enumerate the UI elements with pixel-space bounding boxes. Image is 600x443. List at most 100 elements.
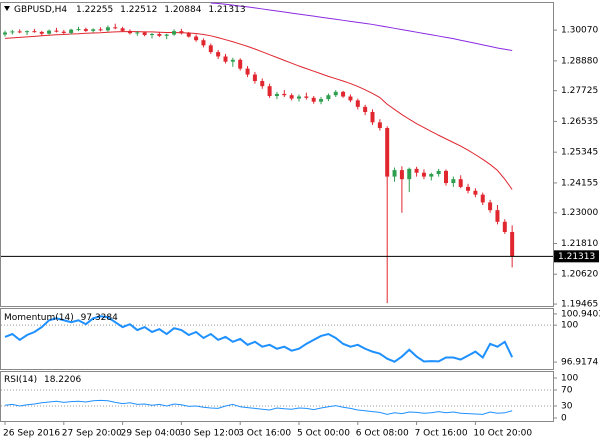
candle-body bbox=[451, 179, 456, 184]
candle-body bbox=[245, 68, 250, 75]
indicator-line bbox=[4, 315, 514, 363]
candle-body bbox=[510, 231, 515, 257]
candle-body bbox=[47, 30, 52, 34]
y-tick-label: 1.23000 bbox=[561, 208, 598, 218]
y-tick-label: 1.28880 bbox=[561, 56, 598, 66]
candle-body bbox=[17, 31, 22, 33]
candle-body bbox=[61, 31, 66, 33]
indicator-value: 97.3284 bbox=[81, 313, 118, 323]
candle-body bbox=[341, 91, 346, 97]
candle-body bbox=[216, 52, 221, 57]
x-tick-label: 5 Oct 00:00 bbox=[297, 429, 350, 439]
candle-body bbox=[480, 194, 485, 203]
y-tick-label: 100 bbox=[561, 321, 578, 331]
x-tick-label: 7 Oct 16:00 bbox=[415, 429, 468, 439]
candle-body bbox=[150, 33, 154, 36]
high-value: 1.22512 bbox=[120, 5, 157, 15]
candle-body bbox=[311, 97, 316, 102]
indicator-name: RSI(14) bbox=[4, 375, 37, 385]
candle-body bbox=[355, 100, 360, 107]
candle-body bbox=[502, 221, 507, 232]
candle-body bbox=[495, 210, 500, 222]
y-tick-label: 1.25345 bbox=[561, 148, 598, 158]
candle-body bbox=[319, 99, 324, 102]
candle-body bbox=[32, 31, 37, 33]
candle-body bbox=[252, 74, 257, 82]
candle-body bbox=[414, 168, 419, 173]
candle-body bbox=[54, 30, 59, 32]
candle-body bbox=[274, 93, 279, 96]
momentum-header: Momentum(14) 97.3284 bbox=[4, 313, 118, 323]
x-tick-label: 10 Oct 20:00 bbox=[473, 429, 532, 439]
menu-triangle bbox=[4, 6, 10, 11]
y-tick-label: 1.24155 bbox=[561, 178, 598, 188]
x-tick-label: 3 Oct 16:00 bbox=[238, 429, 291, 439]
candle-body bbox=[186, 33, 191, 37]
x-tick-label: 30 Sep 12:00 bbox=[179, 429, 239, 439]
candle-body bbox=[201, 40, 206, 46]
x-tick-label: 27 Sep 20:00 bbox=[62, 429, 122, 439]
candle-body bbox=[488, 202, 493, 211]
y-tick-label: 1.27725 bbox=[561, 86, 598, 96]
candle-body bbox=[3, 32, 7, 35]
indicator-line bbox=[210, 2, 513, 52]
candle-body bbox=[304, 96, 309, 98]
candle-body bbox=[10, 31, 15, 33]
candle-body bbox=[157, 33, 162, 36]
candle-body bbox=[39, 31, 44, 34]
x-tick-label: 29 Sep 04:00 bbox=[121, 429, 181, 439]
candle-body bbox=[297, 96, 301, 99]
candle-body bbox=[69, 29, 74, 33]
low-value: 1.20884 bbox=[164, 5, 201, 15]
open-value: 1.22255 bbox=[76, 5, 113, 15]
candle-body bbox=[105, 27, 110, 31]
y-tick-label: 30 bbox=[561, 402, 573, 412]
candle-body bbox=[135, 32, 140, 34]
candle-body bbox=[113, 27, 118, 29]
rsi-panel bbox=[0, 371, 554, 422]
candle-body bbox=[83, 29, 88, 31]
y-tick-label: 1.19465 bbox=[561, 300, 598, 310]
candle-body bbox=[76, 29, 81, 31]
candle-body bbox=[458, 179, 463, 187]
current-price-label: 1.21313 bbox=[558, 252, 595, 262]
candle-body bbox=[267, 86, 272, 96]
y-tick-label: 1.30070 bbox=[561, 26, 598, 36]
x-tick-label: 6 Oct 08:00 bbox=[356, 429, 409, 439]
indicator-line bbox=[4, 399, 513, 415]
rsi-header: RSI(14) 18.2206 bbox=[4, 375, 81, 385]
momentum-panel bbox=[0, 308, 554, 370]
indicator-name: Momentum(14) bbox=[4, 313, 74, 323]
candle-body bbox=[385, 128, 390, 177]
candle-body bbox=[91, 29, 96, 31]
candle-body bbox=[25, 31, 30, 33]
candle-body bbox=[194, 36, 199, 41]
candle-body bbox=[429, 174, 434, 177]
symbol: GBPUSD,H4 bbox=[14, 5, 67, 15]
y-tick-label: 100 bbox=[561, 374, 578, 384]
candle-body bbox=[289, 95, 294, 99]
candle-body bbox=[238, 59, 243, 69]
candle-body bbox=[179, 31, 184, 34]
candle-body bbox=[164, 34, 169, 36]
candle-body bbox=[172, 31, 177, 35]
candle-body bbox=[230, 59, 235, 62]
candle-body bbox=[392, 170, 397, 177]
x-tick-label: 26 Sep 2016 bbox=[3, 429, 60, 439]
candle-body bbox=[363, 106, 368, 113]
indicator-line bbox=[4, 31, 513, 190]
y-tick-label: 1.26535 bbox=[561, 117, 598, 127]
current-price-box bbox=[554, 250, 599, 263]
candle-body bbox=[399, 170, 404, 180]
candle-body bbox=[282, 93, 287, 96]
candle-body bbox=[260, 81, 265, 87]
candle-body bbox=[421, 172, 426, 177]
price-header: GBPUSD,H4 1.22255 1.22512 1.20884 1.2131… bbox=[14, 5, 246, 15]
candle-body bbox=[98, 29, 103, 31]
candle-body bbox=[127, 30, 132, 34]
candle-body bbox=[326, 95, 331, 100]
y-tick-label: 70 bbox=[561, 386, 573, 396]
y-tick-label: 0 bbox=[561, 414, 567, 424]
